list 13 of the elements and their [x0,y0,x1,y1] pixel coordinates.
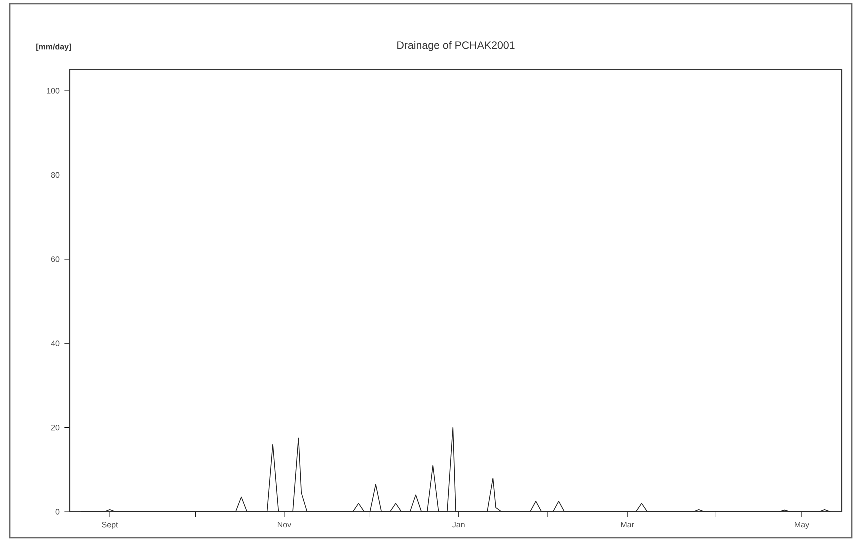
y-axis-title: [mm/day] [36,44,72,52]
x-tick-label: Mar [621,522,634,528]
x-tick-label: Sept [102,522,118,530]
chart-title: Drainage of PCHAK2001 [398,41,515,52]
y-tick-label: 20 [51,424,60,431]
x-tick-label: Jan [452,522,465,528]
x-tick-label: Nov [278,522,292,528]
y-tick-label: 100 [47,88,60,94]
y-tick-label: 80 [51,172,60,178]
y-tick-label: 0 [56,509,60,515]
y-tick-label: 60 [51,256,60,262]
y-tick-label: 40 [51,340,60,346]
x-tick-label: May [795,522,810,530]
